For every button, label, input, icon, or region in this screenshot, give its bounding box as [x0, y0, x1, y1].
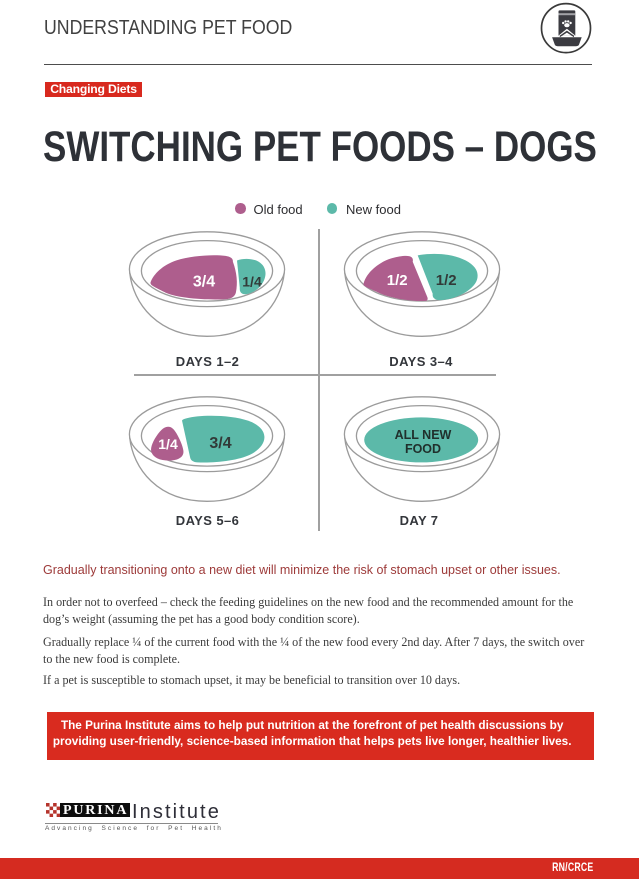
svg-text:3/4: 3/4 — [209, 435, 231, 452]
svg-text:1/2: 1/2 — [387, 272, 408, 289]
svg-text:3/4: 3/4 — [192, 274, 214, 291]
svg-text:ALL NEW: ALL NEW — [394, 428, 451, 442]
svg-text:1/4: 1/4 — [242, 274, 262, 290]
svg-text:1/4: 1/4 — [158, 436, 178, 452]
svg-text:1/2: 1/2 — [436, 272, 457, 289]
svg-text:FOOD: FOOD — [405, 442, 441, 456]
